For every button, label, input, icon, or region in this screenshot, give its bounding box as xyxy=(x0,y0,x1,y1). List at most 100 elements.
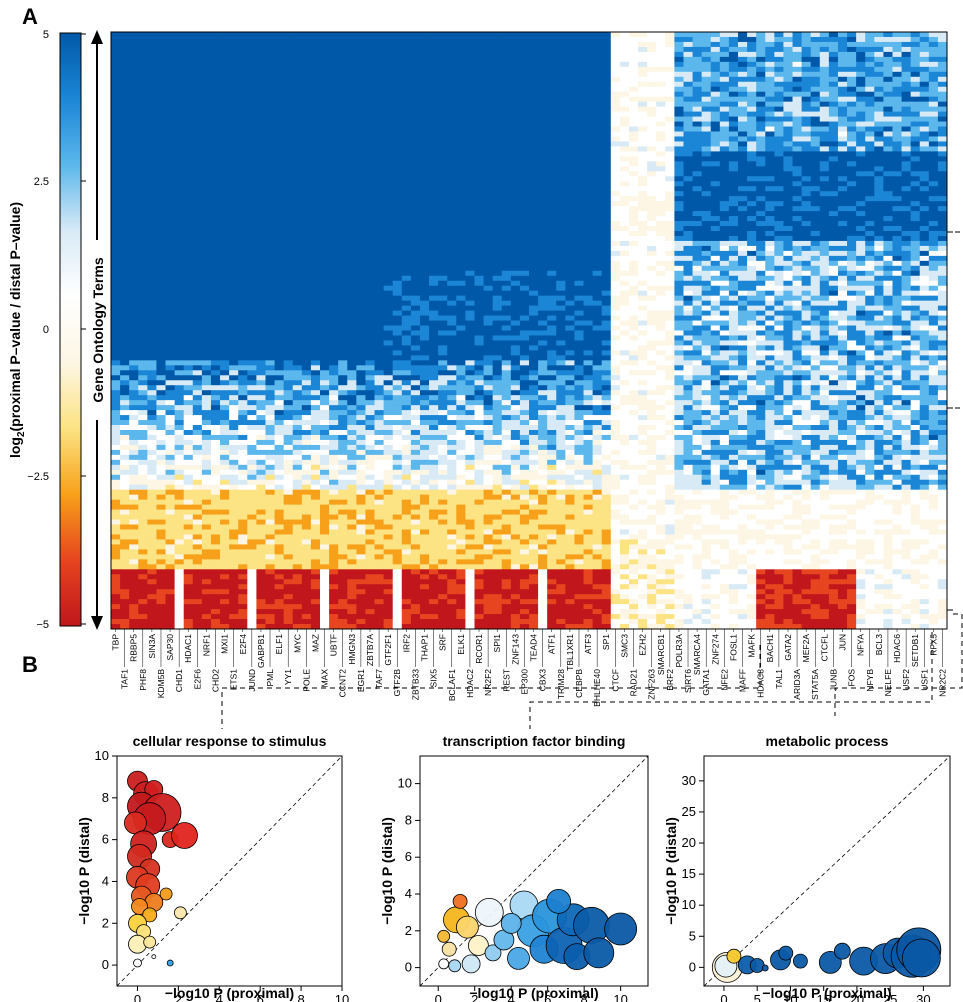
heatmap-cell xyxy=(547,250,557,257)
heatmap-cell xyxy=(901,235,912,242)
heatmap-cell xyxy=(447,250,457,257)
heatmap-cell xyxy=(810,116,821,122)
heatmap-cell xyxy=(538,176,548,182)
heatmap-cell xyxy=(256,41,266,48)
heatmap-cell xyxy=(120,101,130,108)
heatmap-cell xyxy=(865,116,875,122)
heatmap-cell xyxy=(747,141,757,147)
heatmap-cell xyxy=(628,290,639,297)
heatmap-cell xyxy=(410,46,421,53)
heatmap-cell xyxy=(619,86,630,93)
heatmap-cell xyxy=(556,245,566,252)
heatmap-cell xyxy=(111,201,121,207)
heatmap-cell xyxy=(120,275,130,282)
heatmap-cell xyxy=(192,260,203,267)
heatmap-cell xyxy=(410,221,421,227)
heatmap-cell xyxy=(438,91,448,98)
heatmap-cell xyxy=(310,81,321,88)
heatmap-cell xyxy=(837,240,848,247)
heatmap-cell xyxy=(283,191,294,197)
heatmap-cell xyxy=(138,116,148,122)
heatmap-cell xyxy=(201,121,212,127)
heatmap-cell xyxy=(165,186,176,192)
heatmap-cell xyxy=(283,126,294,132)
heatmap-cell xyxy=(165,141,176,147)
heatmap-cell xyxy=(156,245,166,252)
heatmap-cell xyxy=(565,196,575,202)
heatmap-cell xyxy=(111,76,121,83)
heatmap-cell xyxy=(874,245,884,252)
heatmap-cell xyxy=(865,36,875,43)
heatmap-cell xyxy=(320,240,330,247)
heatmap-cell xyxy=(674,96,684,103)
heatmap-cell xyxy=(638,136,648,142)
heatmap-cell xyxy=(810,136,821,142)
heatmap-cell xyxy=(592,56,603,63)
heatmap-cell xyxy=(501,61,512,68)
heatmap-cell xyxy=(774,196,784,202)
heatmap-cell xyxy=(247,116,257,122)
heatmap-cell xyxy=(419,285,430,292)
heatmap-cell xyxy=(837,91,848,98)
heatmap-cell xyxy=(447,86,457,93)
heatmap-cell xyxy=(901,265,912,272)
heatmap-cell xyxy=(810,290,821,297)
heatmap-cell xyxy=(338,166,348,172)
heatmap-cell xyxy=(474,156,484,162)
heatmap-cell xyxy=(865,81,875,88)
heatmap-cell xyxy=(910,76,921,83)
heatmap-cell xyxy=(738,106,748,113)
heatmap-cell xyxy=(728,116,739,122)
heatmap-cell xyxy=(765,71,775,78)
heatmap-cell xyxy=(265,226,275,232)
heatmap-cell xyxy=(538,201,548,207)
heatmap-cell xyxy=(356,280,366,287)
heatmap-cell xyxy=(320,56,330,63)
heatmap-cell xyxy=(565,226,575,232)
heatmap-cell xyxy=(274,32,285,38)
heatmap-cell xyxy=(828,275,839,282)
heatmap-cell xyxy=(837,136,848,142)
heatmap-cell xyxy=(238,36,248,43)
heatmap-cell xyxy=(265,96,275,103)
heatmap-cell xyxy=(456,295,466,302)
heatmap-cell xyxy=(210,290,221,297)
heatmap-cell xyxy=(856,161,866,167)
heatmap-cell xyxy=(410,136,421,142)
heatmap-cell xyxy=(138,32,148,38)
heatmap-cell xyxy=(247,36,257,43)
heatmap-cell xyxy=(719,61,730,68)
heatmap-cell xyxy=(156,226,166,232)
heatmap-cell xyxy=(229,76,239,83)
heatmap-cell xyxy=(765,96,775,103)
heatmap-cell xyxy=(238,285,248,292)
heatmap-cell xyxy=(601,146,612,152)
heatmap-cell xyxy=(356,141,366,147)
heatmap-cell xyxy=(692,61,703,68)
heatmap-cell xyxy=(229,235,239,242)
heatmap-cell xyxy=(892,250,902,257)
heatmap-cell xyxy=(928,121,939,127)
heatmap-cell xyxy=(129,280,139,287)
heatmap-cell xyxy=(329,240,339,247)
heatmap-cell xyxy=(656,250,666,257)
heatmap-cell xyxy=(901,250,912,257)
heatmap-cell xyxy=(628,56,639,63)
heatmap-cell xyxy=(783,240,793,247)
heatmap-cell xyxy=(619,156,630,162)
heatmap-cell xyxy=(774,250,784,257)
heatmap-cell xyxy=(510,81,521,88)
heatmap-cell xyxy=(220,121,230,127)
heatmap-cell xyxy=(210,275,221,282)
heatmap-cell xyxy=(156,106,166,113)
heatmap-cell xyxy=(847,146,857,152)
heatmap-cell xyxy=(438,240,448,247)
heatmap-cell xyxy=(819,245,830,252)
heatmap-cell xyxy=(828,221,839,227)
heatmap-cell xyxy=(529,161,539,167)
heatmap-cell xyxy=(792,186,803,192)
heatmap-cell xyxy=(383,240,394,247)
heatmap-cell xyxy=(619,126,630,132)
heatmap-cell xyxy=(147,126,157,132)
heatmap-cell xyxy=(710,116,721,122)
